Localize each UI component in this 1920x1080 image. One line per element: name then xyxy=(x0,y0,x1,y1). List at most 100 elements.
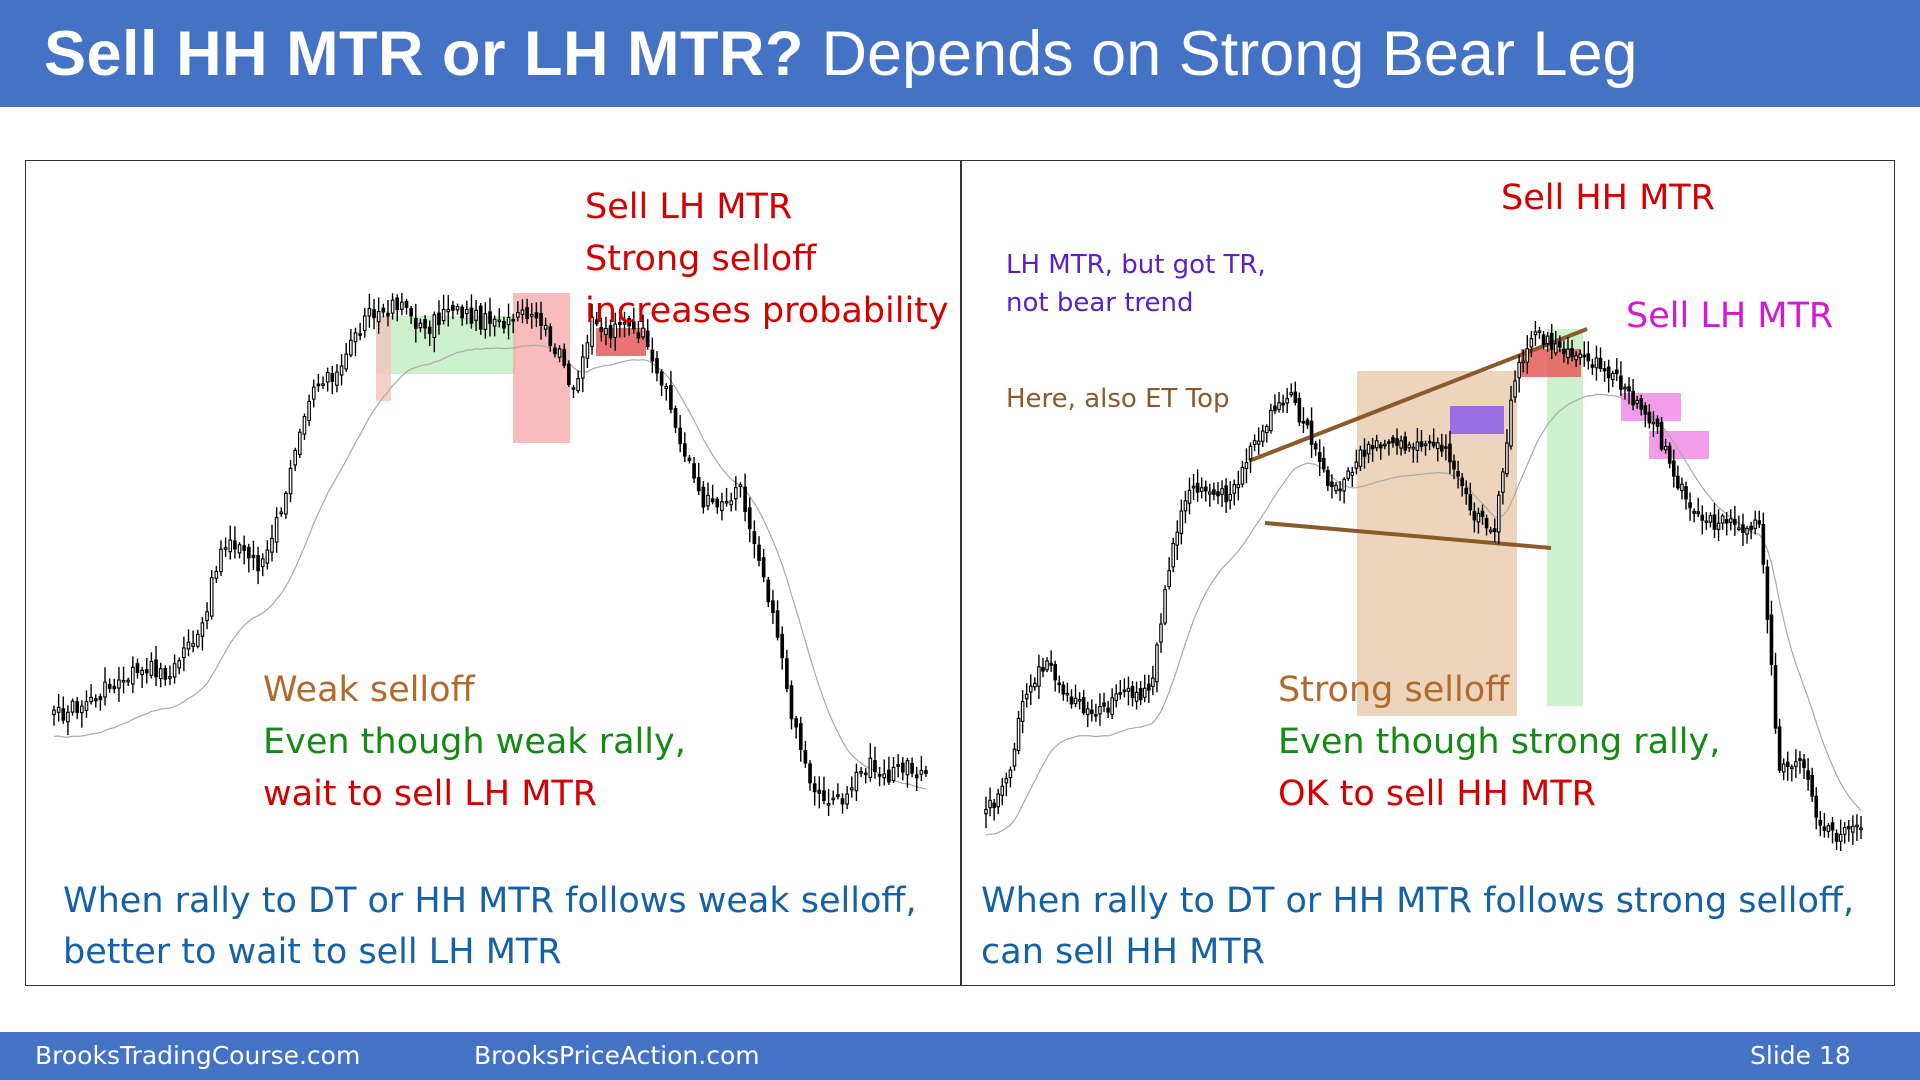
candle-bear-body xyxy=(817,789,822,794)
candle-bull-body xyxy=(1167,570,1171,588)
candle-bull-body xyxy=(344,353,349,370)
candle-bear-body xyxy=(571,387,576,390)
candle-bear-body xyxy=(404,300,409,308)
candle-bull-body xyxy=(1537,330,1542,333)
candle-bear-body xyxy=(1570,348,1574,358)
candle-bull-body xyxy=(1488,529,1493,533)
moving-average-line xyxy=(53,344,927,790)
candle-bear-body xyxy=(1549,332,1554,350)
candle-bear-body xyxy=(1102,702,1106,707)
candle-bear-body xyxy=(534,312,539,319)
candle-bear-body xyxy=(924,770,928,775)
candle-bear-body xyxy=(775,610,780,638)
weak-rally-range-box xyxy=(376,316,516,374)
candle-bull-body xyxy=(1000,785,1005,796)
candle-bull-body xyxy=(1366,443,1371,455)
candle-bear-body xyxy=(608,325,613,339)
candle-bull-body xyxy=(1423,443,1428,447)
candle-bull-body xyxy=(1623,386,1627,390)
candle-bull-body xyxy=(1517,361,1521,379)
candle-bear-body xyxy=(1619,375,1623,390)
candle-bear-body xyxy=(1338,488,1342,492)
candle-bull-body xyxy=(446,309,451,313)
candle-bull-body xyxy=(418,322,423,329)
slide-title-spacer xyxy=(804,18,822,90)
left-weak-rally-label: Even though weak rally, xyxy=(263,722,686,762)
candle-bull-body xyxy=(1012,748,1017,767)
candle-bear-body xyxy=(1541,334,1546,346)
candle-bull-body xyxy=(367,308,372,317)
candle-bull-body xyxy=(1851,825,1855,833)
candle-bear-body xyxy=(1777,726,1782,771)
candle-bull-body xyxy=(121,679,126,683)
candle-bull-body xyxy=(376,311,381,323)
candle-bull-body xyxy=(1037,666,1041,687)
candle-bull-body xyxy=(339,365,344,376)
candle-bear-body xyxy=(1403,436,1407,451)
candle-bear-body xyxy=(789,685,794,720)
candle-bear-body xyxy=(1741,524,1745,533)
candle-bear-body xyxy=(594,319,599,325)
candle-bull-body xyxy=(1179,510,1184,534)
candle-bear-body xyxy=(771,600,775,613)
candle-bull-body xyxy=(520,309,525,315)
candle-bull-body xyxy=(270,537,274,553)
candle-bear-body xyxy=(1606,366,1611,379)
candle-bear-body xyxy=(1757,520,1762,525)
candle-bull-body xyxy=(293,449,298,466)
candle-bear-body xyxy=(502,321,506,329)
candle-bear-body xyxy=(1049,662,1053,666)
candle-bear-body xyxy=(1659,421,1664,450)
candle-bull-body xyxy=(1566,348,1570,359)
candle-bear-body xyxy=(1562,348,1566,355)
candle-bear-body xyxy=(873,760,877,772)
candle-bull-body xyxy=(1415,441,1420,451)
candle-bear-body xyxy=(1081,697,1086,714)
candle-bull-body xyxy=(1501,471,1505,493)
candle-bear-body xyxy=(1224,485,1228,503)
candle-bull-body xyxy=(284,492,288,515)
candle-bear-body xyxy=(692,463,696,479)
right-annotation-lh-mtr-tr: LH MTR, but got TR, not bear trend xyxy=(1006,246,1266,322)
candle-bear-body xyxy=(645,330,650,347)
candle-bear-body xyxy=(1684,486,1688,500)
candle-bear-body xyxy=(1069,696,1074,705)
candle-bull-body xyxy=(335,371,339,386)
candle-bear-body xyxy=(562,348,567,366)
candle-bear-body xyxy=(1395,438,1399,446)
candle-bear-body xyxy=(135,663,140,674)
candle-bull-body xyxy=(1163,589,1167,624)
candle-bear-body xyxy=(715,498,720,508)
candle-bull-body xyxy=(996,793,1001,808)
candle-bear-body xyxy=(678,427,682,445)
candle-bull-body xyxy=(882,773,887,779)
candle-bear-body xyxy=(1590,364,1595,368)
candle-bear-body xyxy=(1203,486,1208,492)
candle-bull-body xyxy=(1635,399,1639,404)
candle-bear-body xyxy=(1822,826,1827,831)
candle-bear-body xyxy=(1378,444,1383,449)
candle-bull-body xyxy=(80,705,84,714)
candle-bull-body xyxy=(1085,708,1090,716)
candle-bear-body xyxy=(914,774,919,779)
left-annotation-line-2: Strong selloff xyxy=(585,239,817,279)
candle-bull-body xyxy=(274,517,279,543)
candle-bear-body xyxy=(233,540,237,550)
candle-bull-body xyxy=(1374,440,1379,449)
candle-bull-body xyxy=(1859,827,1863,831)
candle-bear-body xyxy=(785,658,789,689)
candle-bear-body xyxy=(437,312,441,326)
candle-bear-body xyxy=(1460,477,1464,487)
candle-bull-body xyxy=(1134,691,1139,702)
candle-bull-body xyxy=(1358,449,1363,467)
candle-bear-body xyxy=(1146,683,1151,691)
candle-bear-body xyxy=(1387,441,1391,444)
candle-bull-body xyxy=(1574,355,1578,361)
left-weak-selloff-label: Weak selloff xyxy=(263,670,475,710)
right-summary: When rally to DT or HH MTR follows stron… xyxy=(981,876,1854,978)
candle-bull-body xyxy=(228,539,233,553)
candle-bear-body xyxy=(107,683,112,689)
footer-brooks-trading-course: BrooksTradingCourse.com xyxy=(35,1041,361,1070)
candle-bear-body xyxy=(1090,709,1094,715)
candle-bear-body xyxy=(423,319,427,329)
